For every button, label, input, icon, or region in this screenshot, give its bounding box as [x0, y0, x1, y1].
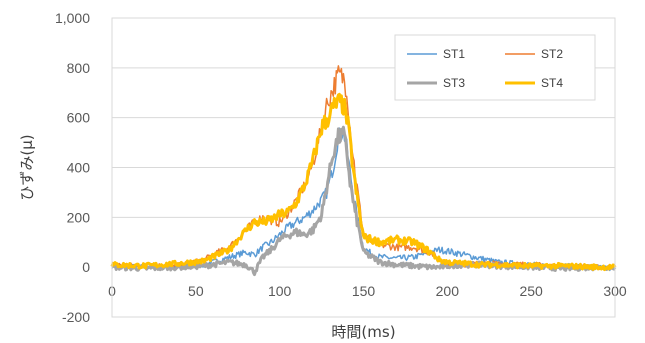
- x-tick-label: 200: [436, 283, 460, 299]
- series-line-st3: [110, 125, 617, 277]
- x-axis-title: 時間(ms): [331, 323, 395, 341]
- series-lines: [110, 65, 617, 277]
- y-tick-label: 800: [67, 60, 91, 76]
- y-tick-label: 600: [67, 110, 91, 126]
- plot-frame: [111, 17, 616, 318]
- x-tick-label: 50: [188, 283, 204, 299]
- x-tick-label: 250: [519, 283, 543, 299]
- legend-label-st2: ST2: [541, 47, 563, 61]
- x-tick-label: 150: [352, 283, 376, 299]
- legend-label-st1: ST1: [443, 47, 465, 61]
- legend-box: [394, 34, 596, 101]
- y-tick-label: 400: [67, 160, 91, 176]
- y-axis-title: ひずみ(μ): [18, 134, 36, 200]
- y-tick-label: -200: [62, 309, 90, 325]
- y-tick-label: 1,000: [55, 10, 90, 26]
- legend-label-st4: ST4: [541, 76, 563, 90]
- legend: ST1 ST2 ST3 ST4: [394, 34, 596, 101]
- legend-label-st3: ST3: [443, 76, 465, 90]
- y-tick-label: 200: [67, 209, 91, 225]
- series-line-st4: [110, 92, 617, 272]
- y-tick-label: 0: [82, 259, 90, 275]
- x-tick-label: 100: [268, 283, 292, 299]
